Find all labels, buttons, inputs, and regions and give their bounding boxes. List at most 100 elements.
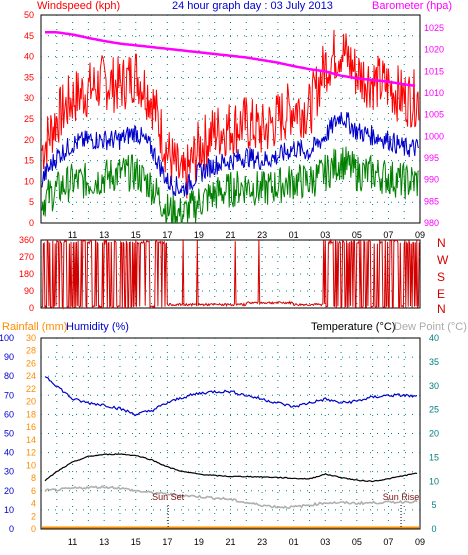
temperature-plot: Sun Set Sun Rise [42,376,420,529]
barometer-tick: 1005 [424,110,444,120]
rainfall-label: Rainfall (mm) [2,321,67,333]
compass-label: N [437,302,446,316]
rainfall-tick: 26 [26,358,36,368]
rainfall-tick: 4 [31,499,36,509]
x-tick-label: 09 [415,537,425,547]
rainfall-tick: 18 [26,409,36,419]
humidity-tick: 100 [0,333,14,343]
barometer-tick: 1025 [424,23,444,33]
windspeed-tick: 20 [24,135,34,145]
x-tick-label: 17 [162,230,172,240]
temperature-label: Temperature (°C) [311,321,395,333]
direction-tick: 90 [24,286,34,296]
humidity-tick: 40 [4,448,14,458]
direction-tick: 0 [29,303,34,313]
windspeed-tick: 25 [24,114,34,124]
wind-plot [41,29,420,225]
temperature-tick: 5 [431,500,436,510]
barometer-tick: 1000 [424,131,444,141]
temperature-series [44,453,418,483]
humidity-tick: 0 [9,524,14,534]
compass-label: S [437,270,445,284]
rainfall-tick: 22 [26,384,36,394]
x-tick-label: 19 [194,537,204,547]
barometer-tick: 985 [424,196,439,206]
humidity-series [44,376,418,417]
humidity-tick: 60 [4,409,14,419]
x-tick-label: 15 [131,230,141,240]
x-tick-label: 11 [68,537,77,547]
sun-event-label: Sun Rise [383,492,420,502]
humidity-tick: 90 [4,352,14,362]
humidity-tick: 20 [4,486,14,496]
direction-plot [40,238,420,310]
x-tick-label: 15 [131,537,141,547]
x-tick-label: 11 [68,230,77,240]
windspeed-tick: 15 [24,156,34,166]
humidity-tick: 50 [4,429,14,439]
barometer-tick: 1010 [424,88,444,98]
compass-label: N [437,236,446,250]
rainfall-tick: 10 [26,460,36,470]
humidity-tick: 10 [4,505,14,515]
barometer-tick: 1015 [424,66,444,76]
windspeed-tick: 35 [24,72,34,82]
x-tick-label: 21 [225,537,235,547]
windspeed-tick: 5 [29,197,34,207]
x-tick-label: 23 [257,537,267,547]
x-tick-label: 17 [162,537,172,547]
temperature-tick: 35 [429,357,439,367]
direction-tick: 360 [19,235,34,245]
barometer-label: Barometer (hpa) [372,0,452,12]
windspeed-tick: 40 [24,52,34,62]
rainfall-tick: 20 [26,397,36,407]
axis-labels: 0510152025303540455098098599099510001005… [0,10,449,547]
direction-tick: 270 [19,252,34,262]
temperature-tick: 20 [429,429,439,439]
rainfall-tick: 24 [26,371,36,381]
humidity-tick: 80 [4,371,14,381]
windspeed-tick: 10 [24,176,34,186]
x-tick-label: 05 [352,230,362,240]
compass-label: W [437,253,449,267]
x-tick-label: 21 [225,230,235,240]
rainfall-tick: 16 [26,422,36,432]
barometer-tick: 980 [424,218,439,228]
rainfall-tick: 28 [26,346,36,356]
humidity-tick: 70 [4,390,14,400]
rainfall-tick: 30 [26,333,36,343]
rainfall-tick: 8 [31,473,36,483]
windspeed-tick: 0 [29,218,34,228]
dewpoint-series [44,484,418,509]
temperature-tick: 0 [431,524,436,534]
direction-tick: 180 [19,269,34,279]
x-tick-label: 03 [320,537,330,547]
humidity-label: Humidity (%) [66,321,129,333]
temperature-tick: 40 [429,333,439,343]
compass-label: E [437,287,445,301]
x-tick-label: 01 [289,230,299,240]
x-tick-label: 13 [99,537,109,547]
rainfall-tick: 0 [31,524,36,534]
gust-series [41,29,420,199]
x-tick-label: 13 [99,230,109,240]
x-tick-label: 23 [257,230,267,240]
temperature-tick: 25 [429,405,439,415]
barometer-tick: 1020 [424,45,444,55]
rainfall-tick: 14 [26,435,36,445]
barometer-series [45,31,416,88]
dewpoint-label: Dew Point (°C) [394,321,467,333]
barometer-tick: 990 [424,175,439,185]
x-tick-label: 19 [194,230,204,240]
x-tick-label: 03 [320,230,330,240]
temperature-tick: 15 [429,452,439,462]
wind-avg-series [41,111,420,197]
x-tick-label: 07 [383,230,393,240]
rainfall-tick: 12 [26,448,36,458]
rainfall-tick: 6 [31,486,36,496]
graph-title: 24 hour graph day : 03 July 2013 [172,0,333,12]
windspeed-label: Windspeed (kph) [37,0,120,12]
windspeed-tick: 30 [24,93,34,103]
